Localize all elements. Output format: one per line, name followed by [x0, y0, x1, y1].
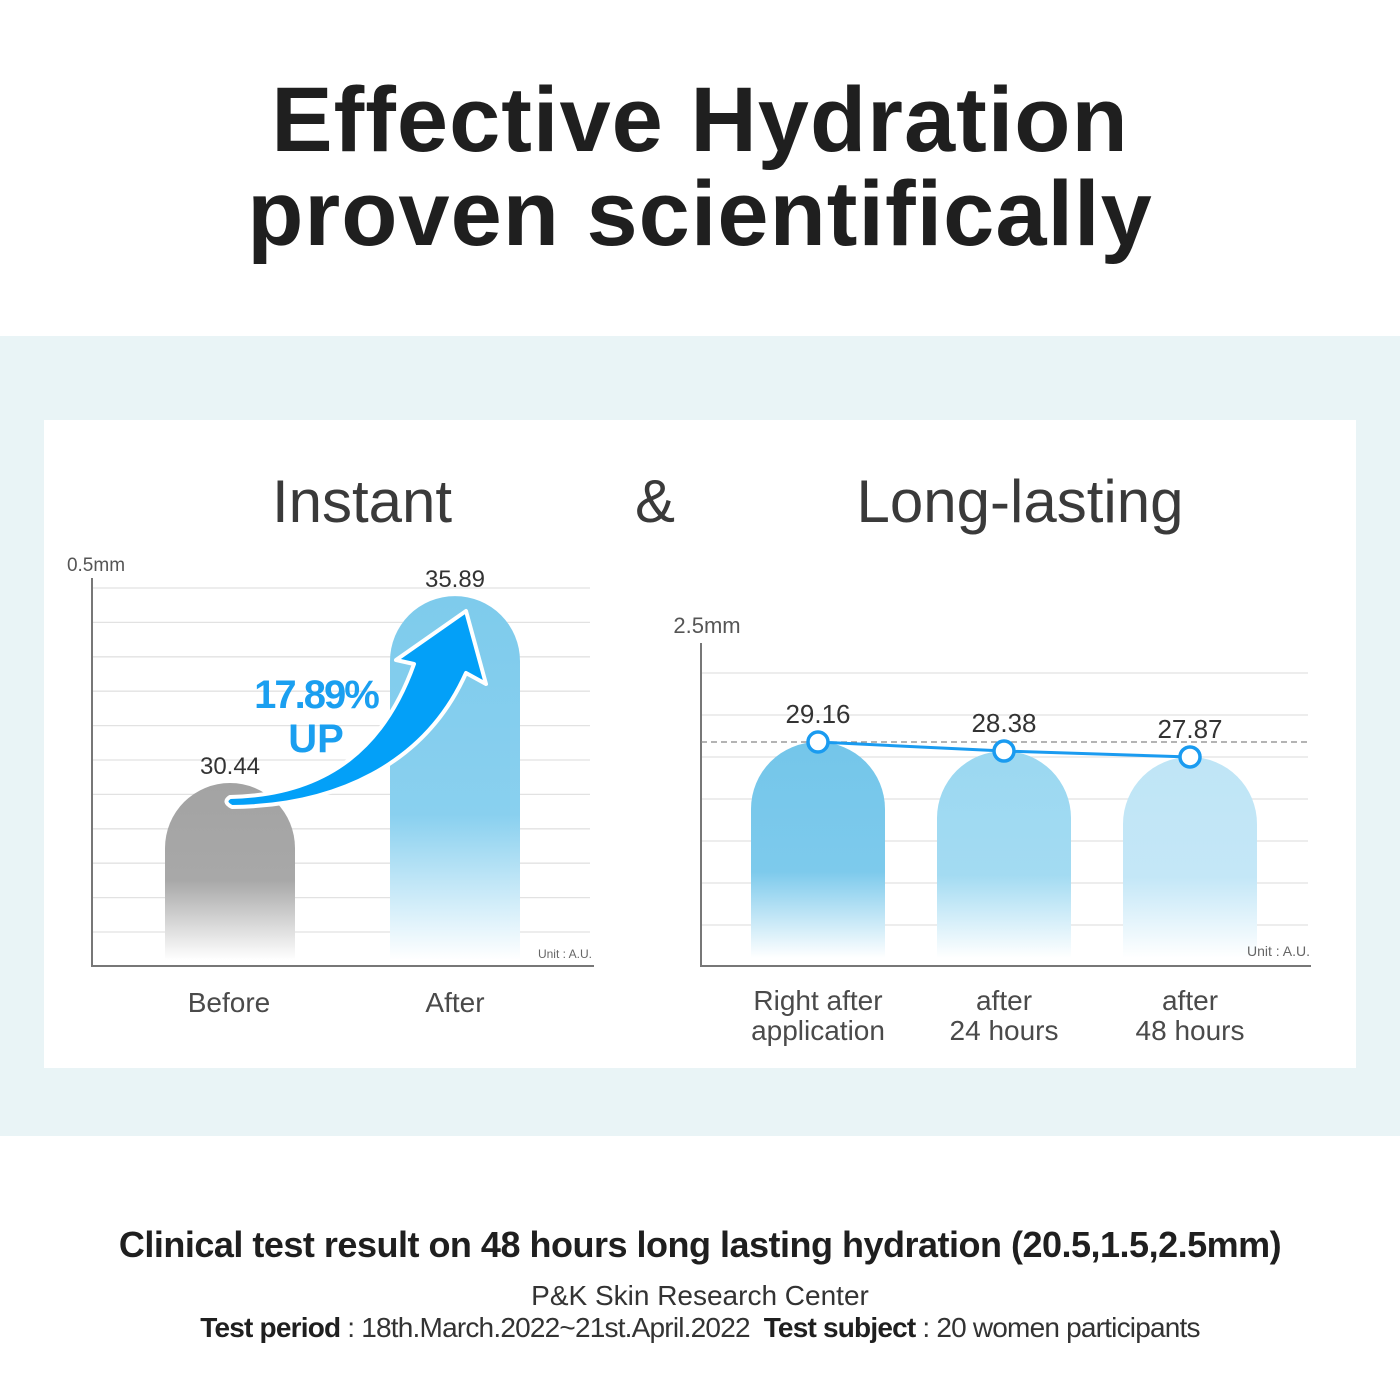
category-line: application	[751, 1015, 885, 1046]
left-unit-label: Unit : A.U.	[538, 947, 592, 961]
category-line: after	[975, 985, 1033, 1016]
left-y-label: 0.5mm	[67, 555, 125, 576]
trend-point-1	[992, 739, 1016, 763]
bar-2	[1123, 756, 1257, 958]
value-label-after: 35.89	[425, 566, 485, 593]
title-line-1: Effective Hydration	[271, 69, 1129, 171]
up-label: UP	[288, 717, 344, 761]
value-label-right-after: 29.16	[785, 699, 850, 729]
bar-0	[165, 783, 295, 960]
increase-arrow-icon	[224, 609, 488, 809]
category-right-after: Right after application	[751, 986, 885, 1046]
trend-point-2	[1178, 745, 1202, 769]
right-unit-label: Unit : A.U.	[1247, 943, 1310, 959]
category-after: After	[425, 987, 485, 1018]
bar-0	[751, 742, 885, 958]
category-line: Right after	[753, 985, 883, 1016]
trend-point-0	[806, 730, 830, 754]
category-48h: after 48 hours	[1136, 986, 1245, 1046]
heading-ampersand: &	[634, 468, 676, 535]
test-subject-label: Test subject	[763, 1312, 917, 1343]
footer-headline: Clinical test result on 48 hours long la…	[118, 1224, 1282, 1265]
category-before: Before	[187, 987, 271, 1018]
footer-test-info: Test period : 18th.March.2022~21st.April…	[0, 1312, 1400, 1344]
right-bars	[751, 742, 1257, 958]
value-label-before: 30.44	[200, 753, 260, 780]
category-line: after	[1161, 985, 1219, 1016]
test-period-value: : 18th.March.2022~21st.April.2022	[340, 1312, 764, 1343]
test-period-label: Test period	[200, 1312, 341, 1343]
category-line: 24 hours	[949, 1015, 1059, 1046]
trend-line	[806, 730, 1202, 769]
heading-instant: Instant	[271, 468, 453, 535]
value-label-48h: 27.87	[1157, 714, 1222, 744]
value-label-24h: 28.38	[971, 708, 1036, 738]
right-y-label: 2.5mm	[673, 613, 740, 638]
percent-increase-label: 17.89%	[254, 673, 379, 717]
bar-1	[936, 751, 1071, 958]
category-24h: after 24 hours	[950, 986, 1059, 1046]
test-subject-value: : 20 women participants	[915, 1312, 1200, 1343]
footer-research-center: P&K Skin Research Center	[531, 1280, 869, 1311]
heading-long-lasting: Long-lasting	[856, 468, 1184, 535]
category-line: 48 hours	[1135, 1015, 1245, 1046]
title-line-2: proven scientifically	[247, 163, 1153, 265]
